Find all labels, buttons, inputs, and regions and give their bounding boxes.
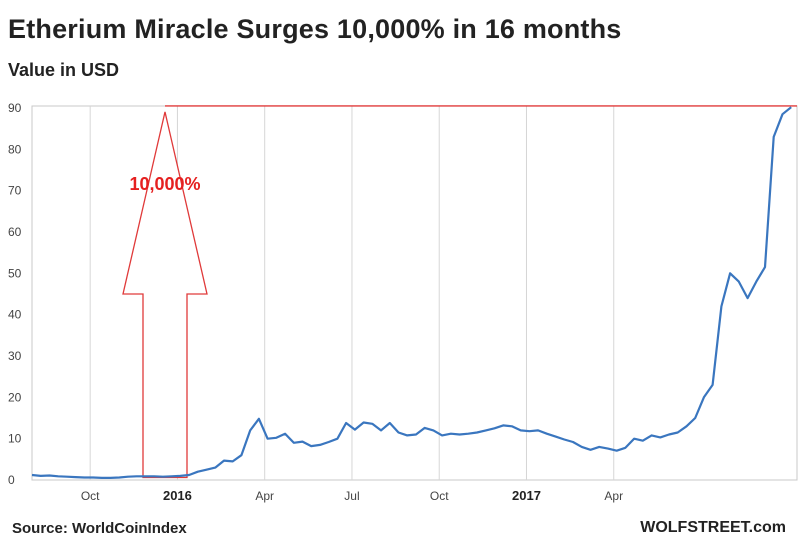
- growth-annotation: 10,000%: [129, 174, 200, 194]
- x-tick-label: 2017: [512, 488, 541, 503]
- chart-title: Etherium Miracle Surges 10,000% in 16 mo…: [8, 14, 622, 44]
- y-tick-label: 60: [8, 225, 22, 239]
- y-tick-label: 70: [8, 184, 22, 198]
- x-tick-label: 2016: [163, 488, 192, 503]
- x-tick-label: Apr: [255, 489, 274, 503]
- y-tick-label: 30: [8, 349, 22, 363]
- source-credit: Source: WorldCoinIndex: [12, 520, 187, 537]
- x-tick-label: Jul: [344, 489, 359, 503]
- x-tick-label: Apr: [604, 489, 623, 503]
- growth-arrow: [122, 111, 208, 479]
- price-series-line: [31, 106, 792, 479]
- x-tick-label: Oct: [430, 489, 449, 503]
- y-tick-label: 40: [8, 308, 22, 322]
- y-tick-label: 80: [8, 142, 22, 156]
- y-tick-label: 90: [8, 101, 22, 115]
- y-tick-label: 10: [8, 432, 22, 446]
- y-tick-label: 20: [8, 390, 22, 404]
- y-tick-label: 50: [8, 266, 22, 280]
- x-tick-label: Oct: [81, 489, 100, 503]
- y-axis-label: Value in USD: [8, 60, 120, 80]
- y-tick-label: 0: [8, 473, 15, 487]
- brand-credit: WOLFSTREET.com: [640, 519, 786, 536]
